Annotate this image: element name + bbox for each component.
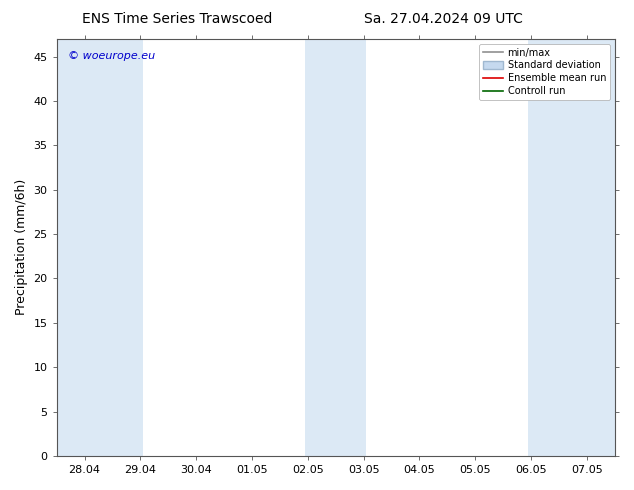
Text: Sa. 27.04.2024 09 UTC: Sa. 27.04.2024 09 UTC — [365, 12, 523, 26]
Legend: min/max, Standard deviation, Ensemble mean run, Controll run: min/max, Standard deviation, Ensemble me… — [479, 44, 610, 100]
Bar — [115, 39, 143, 456]
Bar — [333, 39, 366, 456]
Bar — [305, 39, 333, 456]
Bar — [528, 39, 615, 456]
Bar — [56, 39, 115, 456]
Text: ENS Time Series Trawscoed: ENS Time Series Trawscoed — [82, 12, 273, 26]
Text: © woeurope.eu: © woeurope.eu — [68, 51, 155, 61]
Y-axis label: Precipitation (mm/6h): Precipitation (mm/6h) — [15, 179, 28, 316]
